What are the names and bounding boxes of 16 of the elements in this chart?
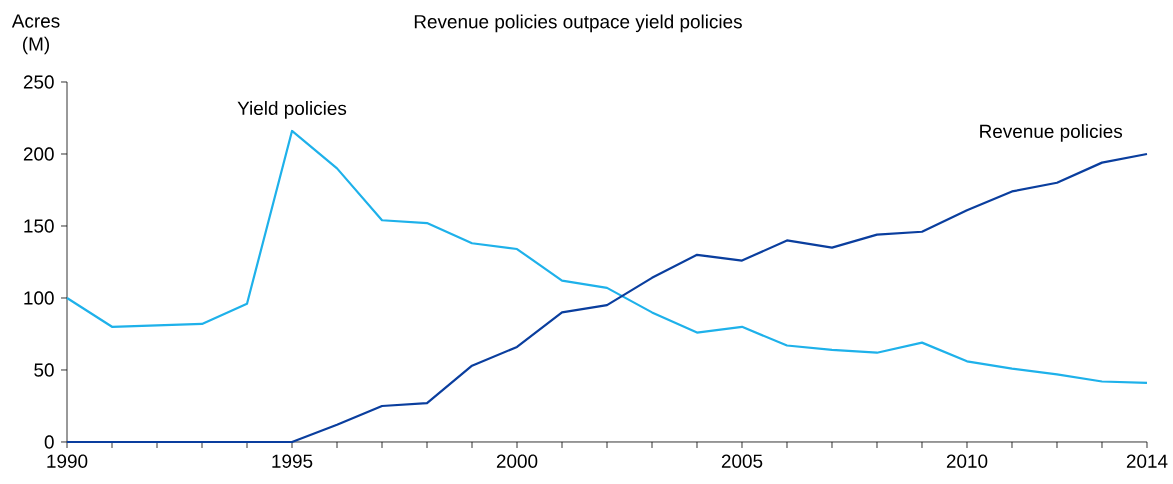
series-label: Revenue policies [980, 124, 1123, 142]
y-tick-label: 0 [44, 435, 54, 449]
x-tick-label: 2014 [1126, 454, 1168, 468]
y-tick-label: 250 [23, 75, 54, 89]
y-tick-label: 50 [34, 363, 54, 377]
y-axis-title: Acres (M) [11, 14, 60, 55]
x-tick-label: 2000 [496, 454, 538, 468]
x-tick-label: 1995 [272, 454, 313, 468]
chart-title: Revenue policies outpace yield policies [414, 14, 742, 33]
series-label: Yield policies [237, 101, 347, 119]
x-tick-label: 2010 [946, 454, 988, 468]
x-tick-label: 2005 [721, 454, 763, 468]
y-tick-label: 200 [23, 147, 54, 161]
y-tick-label: 150 [24, 219, 54, 233]
x-tick-label: 1990 [47, 454, 88, 468]
y-tick-label: 100 [24, 291, 54, 305]
